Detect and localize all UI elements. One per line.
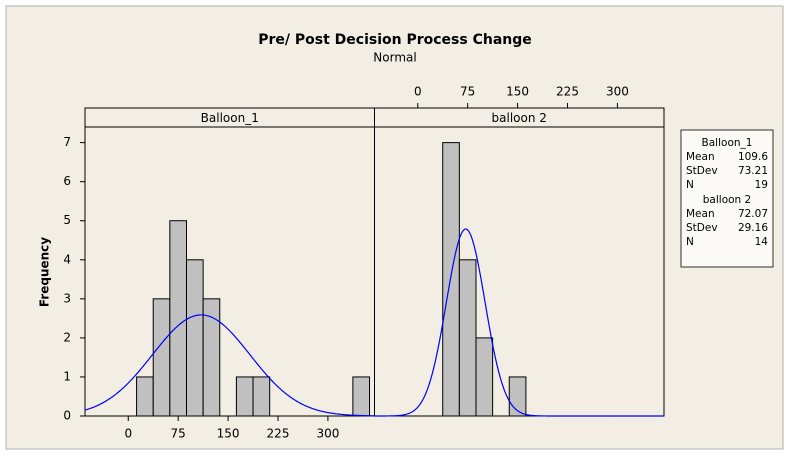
legend-stat-label: N: [686, 179, 694, 191]
bar: [252, 376, 271, 417]
x-tick-label: 0: [414, 85, 422, 99]
y-tick-label: 3: [63, 291, 71, 305]
bar: [152, 298, 171, 417]
x-tick-label: 225: [556, 85, 579, 99]
panel-title: Balloon_1: [201, 111, 259, 125]
legend-stat-value: 109.6: [738, 151, 768, 163]
y-tick-label: 6: [63, 174, 71, 188]
legend-stat-value: 72.07: [738, 208, 768, 220]
bar: [202, 298, 221, 417]
x-tick-label: 75: [171, 427, 186, 441]
x-tick-label: 0: [124, 427, 132, 441]
y-tick-label: 4: [63, 252, 71, 266]
legend-stat-label: StDev: [686, 165, 718, 177]
panel-title: balloon 2: [492, 111, 547, 125]
legend-stat-label: Mean: [686, 151, 715, 163]
bar: [235, 376, 254, 417]
legend-title: Balloon_1: [702, 137, 753, 149]
chart-title: Pre/ Post Decision Process Change: [258, 32, 532, 48]
bar: [352, 376, 371, 417]
x-tick-label: 300: [606, 85, 629, 99]
bar: [475, 337, 494, 417]
bar: [442, 142, 460, 417]
chart-subtitle: Normal: [373, 51, 416, 65]
legend-stat-value: 14: [755, 236, 769, 248]
bar: [136, 376, 154, 417]
legend-stat-value: 19: [755, 179, 768, 191]
x-tick-label: 75: [460, 85, 475, 99]
panel: [84, 126, 375, 417]
bar: [185, 259, 204, 417]
legend-stat-label: N: [686, 236, 694, 248]
legend-stat-label: Mean: [686, 208, 715, 220]
x-tick-label: 300: [316, 427, 339, 441]
bar: [169, 220, 187, 417]
y-axis-label: Frequency: [38, 237, 52, 307]
legend-box: [680, 129, 774, 268]
legend-stat-label: StDev: [686, 222, 718, 234]
x-tick-label: 225: [267, 427, 290, 441]
legend-stat-value: 73.21: [738, 165, 768, 177]
x-tick-label: 150: [217, 427, 240, 441]
normal-curve: [84, 314, 375, 417]
normal-curve: [374, 228, 664, 417]
bar: [458, 259, 477, 417]
y-tick-label: 1: [63, 369, 71, 383]
y-tick-label: 5: [63, 213, 71, 227]
panel: [374, 126, 665, 417]
y-tick-label: 0: [63, 409, 71, 423]
y-tick-label: 2: [63, 330, 71, 344]
x-tick-label: 150: [506, 85, 529, 99]
legend-stat-value: 29.16: [738, 222, 768, 234]
legend-title: balloon 2: [703, 194, 751, 206]
y-tick-label: 7: [63, 135, 71, 149]
